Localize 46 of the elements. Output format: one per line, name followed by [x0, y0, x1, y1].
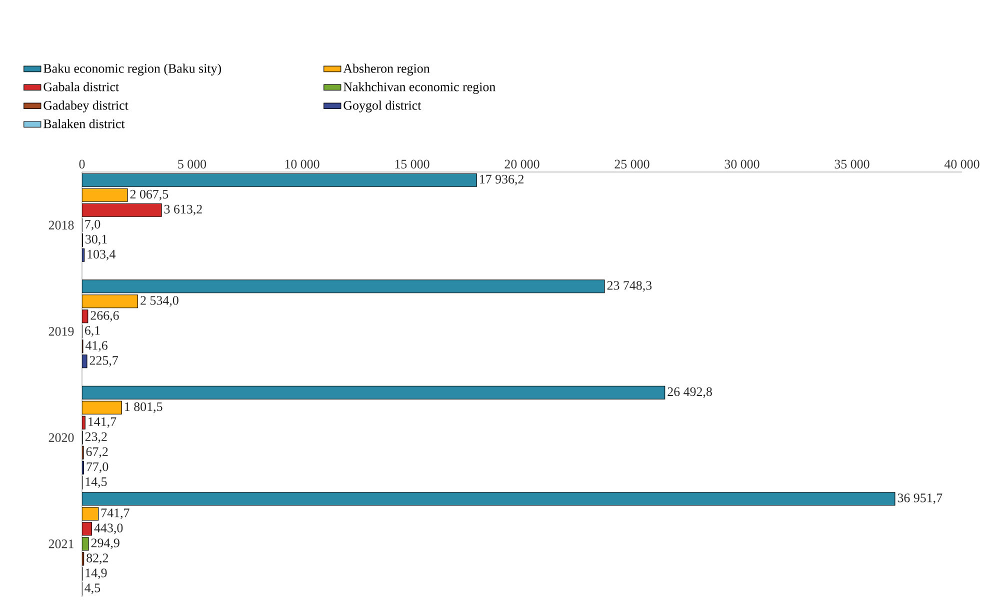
- x-tick-label: 5 000: [178, 160, 206, 168]
- data-label: 17 936,2: [480, 174, 524, 186]
- data-label: 67,2: [86, 447, 108, 458]
- y-tick-label: 2019: [48, 327, 74, 336]
- y-tick-label: 2018: [48, 220, 74, 230]
- legend-label: Balaken district: [44, 119, 125, 128]
- data-label: 4,5: [84, 584, 100, 594]
- data-label: 36 951,7: [898, 494, 942, 504]
- data-label: 103,4: [88, 250, 116, 260]
- data-label: 741,7: [101, 508, 130, 520]
- data-label: 294,9: [91, 538, 120, 550]
- x-tick-label: 20 000: [504, 160, 540, 168]
- x-tick-label: 30 000: [724, 160, 760, 168]
- data-label: 23 748,3: [607, 281, 652, 292]
- data-label: 3 613,2: [164, 204, 202, 216]
- x-tick-label: 10 000: [285, 160, 320, 168]
- data-label: 23,2: [85, 432, 107, 443]
- legend-label: Nakhchivan economic region: [344, 82, 496, 94]
- data-label: 266,6: [90, 311, 119, 322]
- data-label: 2 067,5: [130, 190, 168, 200]
- y-tick-label: 2021: [48, 540, 74, 548]
- x-tick-label: 25 000: [614, 160, 650, 168]
- legend-label: Gabala district: [44, 82, 119, 92]
- legend-label: Gadabey district: [44, 100, 128, 112]
- y-tick-label: 2020: [48, 433, 74, 442]
- x-tick-label: 40 000: [944, 160, 980, 168]
- legend-label: Goygol district: [344, 100, 422, 112]
- data-label: 14,9: [86, 568, 107, 580]
- data-label: 225,7: [90, 356, 118, 367]
- data-label: 26 492,8: [668, 387, 712, 398]
- data-label: 1 801,5: [125, 402, 162, 413]
- data-label: 6,1: [84, 326, 100, 337]
- data-label: 30,1: [86, 234, 107, 246]
- data-label: 82,2: [86, 554, 108, 564]
- data-label: 14,5: [86, 477, 107, 488]
- data-label: 77,0: [86, 462, 108, 473]
- x-tick-label: 15 000: [395, 160, 430, 168]
- x-tick-label: 0: [79, 160, 85, 168]
- legend-label: Baku economic region (Baku sity): [44, 64, 222, 76]
- legend-label: Absheron region: [343, 64, 430, 76]
- data-label: 141,7: [88, 417, 116, 428]
- data-label: 41,6: [85, 341, 108, 352]
- data-label: 2 534,0: [140, 296, 178, 307]
- data-label: 443,0: [94, 524, 123, 534]
- x-tick-label: 35 000: [834, 160, 870, 168]
- data-label: 7,0: [85, 220, 100, 230]
